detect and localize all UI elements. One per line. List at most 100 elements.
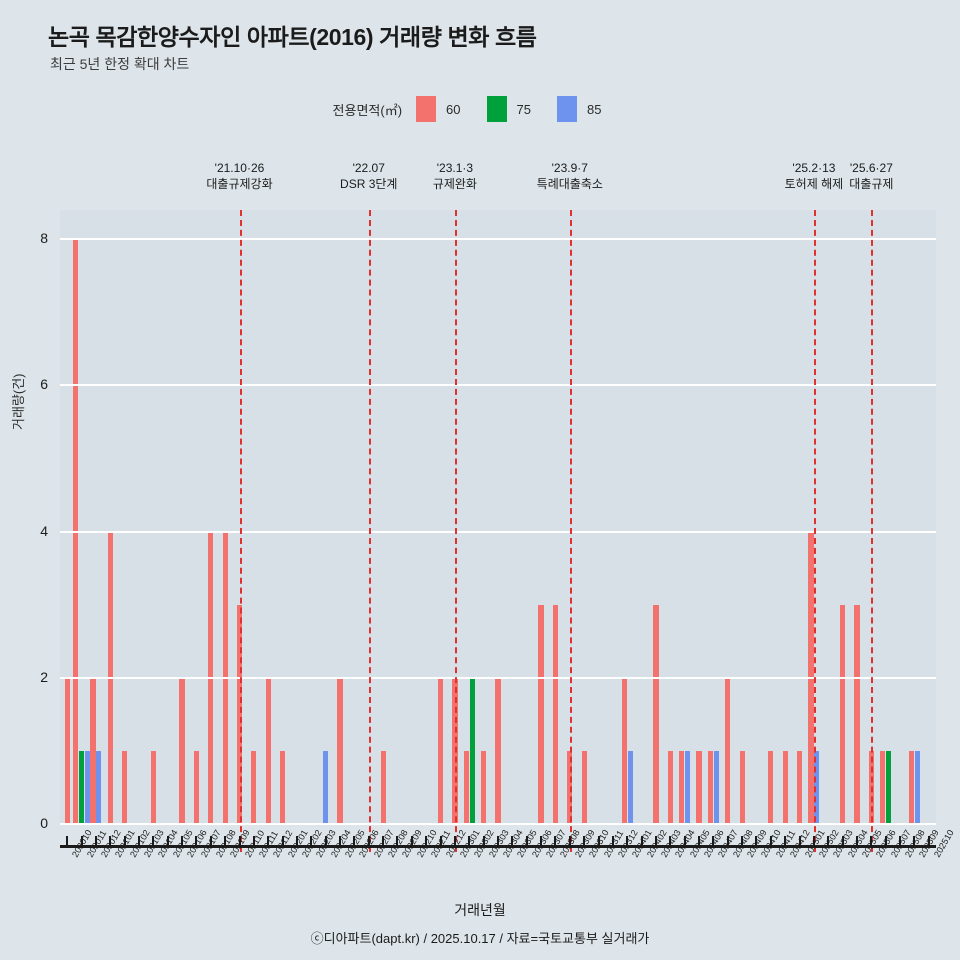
bar-202407-85[interactable] — [713, 750, 719, 824]
bar-202010-60[interactable] — [64, 677, 70, 824]
bar-202411-60[interactable] — [768, 750, 774, 824]
bar-202309-60[interactable] — [567, 750, 573, 824]
bar-202208-60[interactable] — [380, 750, 386, 824]
legend-swatch-85 — [556, 96, 577, 122]
bar-202501-60[interactable] — [796, 750, 803, 824]
bar-202509-85[interactable] — [914, 750, 920, 824]
bar-202504-60[interactable] — [840, 604, 846, 824]
x-tick-202207 — [367, 836, 370, 847]
legend-label: 85 — [586, 101, 602, 117]
page-title: 논곡 목감한양수자인 아파트(2016) 거래량 변화 흐름 — [48, 24, 537, 50]
x-tick-202508 — [899, 836, 902, 847]
bar-202507-60[interactable] — [880, 750, 886, 824]
x-tick-202407 — [712, 836, 715, 847]
event-date: '23.1·3 — [436, 161, 474, 175]
x-tick-202011 — [80, 836, 83, 847]
x-tick-202112 — [267, 836, 270, 847]
gridline-y-0 — [60, 823, 936, 825]
x-tick-202507 — [884, 836, 887, 847]
bar-202011-85[interactable] — [84, 750, 90, 824]
x-tick-202504 — [841, 836, 844, 847]
x-tick-202305 — [511, 836, 514, 847]
bar-202205-60[interactable] — [337, 677, 343, 824]
bar-202111-60[interactable] — [251, 750, 257, 824]
x-tick-202312 — [611, 836, 614, 847]
x-tick-202311 — [597, 836, 600, 847]
x-tick-202208 — [382, 836, 385, 847]
x-tick-202102 — [123, 836, 126, 847]
event-desc: 특례대출축소 — [536, 177, 603, 191]
bar-202506-60[interactable] — [868, 750, 874, 824]
x-tick-202205 — [339, 836, 342, 847]
event-label-202502: '25.2·13 토허제 해제 — [754, 160, 874, 192]
bar-202104-60[interactable] — [150, 750, 156, 824]
bar-202509-60[interactable] — [908, 750, 915, 824]
event-line-202207 — [368, 210, 371, 852]
x-tick-202101 — [109, 836, 112, 847]
legend-item-85[interactable]: 85 — [556, 96, 602, 122]
plot-area — [60, 210, 936, 852]
bar-202409-60[interactable] — [739, 750, 745, 824]
bar-202502-85[interactable] — [814, 750, 820, 824]
bar-202102-60[interactable] — [122, 750, 128, 824]
event-line-202110 — [239, 210, 242, 852]
x-axis — [60, 836, 936, 848]
bar-202406-60[interactable] — [696, 750, 702, 824]
bar-202107-60[interactable] — [193, 750, 200, 824]
bar-202303-60[interactable] — [481, 750, 487, 824]
y-axis-title: 거래량(건) — [11, 373, 26, 431]
x-tick-202104 — [152, 836, 155, 847]
bar-202405-60[interactable] — [679, 750, 685, 824]
event-desc: DSR 3단계 — [340, 177, 398, 191]
bar-202401-85[interactable] — [627, 750, 633, 824]
bar-202404-60[interactable] — [667, 750, 673, 824]
bar-202408-60[interactable] — [725, 677, 731, 824]
event-line-202309 — [569, 210, 572, 852]
x-tick-202310 — [583, 836, 586, 847]
bar-202412-60[interactable] — [782, 750, 788, 824]
bar-202302-60[interactable] — [463, 750, 469, 824]
bar-202012-85[interactable] — [96, 750, 102, 824]
bar-202407-60[interactable] — [707, 750, 714, 824]
bar-202505-60[interactable] — [854, 604, 860, 824]
event-label-202207: '22.07 DSR 3단계 — [309, 160, 429, 192]
bar-202212-60[interactable] — [437, 677, 444, 824]
bar-202401-60[interactable] — [621, 677, 627, 824]
x-tick-202506 — [870, 836, 873, 847]
x-tick-202408 — [726, 836, 729, 847]
x-tick-202404 — [669, 836, 672, 847]
x-tick-202304 — [497, 836, 499, 847]
x-tick-202302 — [468, 836, 471, 847]
bar-202405-85[interactable] — [684, 750, 691, 824]
y-tick-label-8: 8 — [40, 230, 48, 247]
event-date: '21.10·26 — [214, 161, 265, 175]
legend-item-60[interactable]: 60 — [416, 96, 461, 122]
x-tick-202106 — [181, 836, 184, 847]
bar-202304-60[interactable] — [495, 677, 501, 824]
bar-202310-60[interactable] — [581, 750, 587, 824]
x-tick-202411 — [769, 836, 772, 847]
bar-202403-60[interactable] — [653, 604, 659, 824]
bar-202011-75[interactable] — [78, 750, 85, 824]
bar-202308-60[interactable] — [552, 604, 559, 824]
bar-202112-60[interactable] — [265, 677, 271, 824]
x-tick-202409 — [741, 836, 744, 847]
x-tick-202210 — [410, 836, 413, 847]
legend-item-75[interactable]: 75 — [486, 96, 531, 122]
bar-202201-60[interactable] — [279, 750, 286, 824]
x-tick-202108 — [209, 836, 212, 847]
bar-202302-75[interactable] — [469, 677, 475, 824]
bar-202106-60[interactable] — [179, 677, 185, 824]
legend-swatch-60 — [416, 96, 437, 122]
x-tick-202209 — [396, 836, 399, 847]
bar-202507-75[interactable] — [886, 750, 892, 824]
bar-202012-60[interactable] — [90, 677, 96, 824]
x-tick-202201 — [281, 836, 284, 847]
x-tick-202403 — [654, 836, 657, 847]
y-tick-label-2: 2 — [40, 668, 48, 685]
bar-202204-85[interactable] — [323, 750, 329, 824]
event-desc: 규제완화 — [432, 177, 477, 191]
x-tick-202105 — [166, 836, 169, 847]
bar-202307-60[interactable] — [538, 604, 544, 824]
event-date: '25.6·27 — [849, 161, 893, 175]
